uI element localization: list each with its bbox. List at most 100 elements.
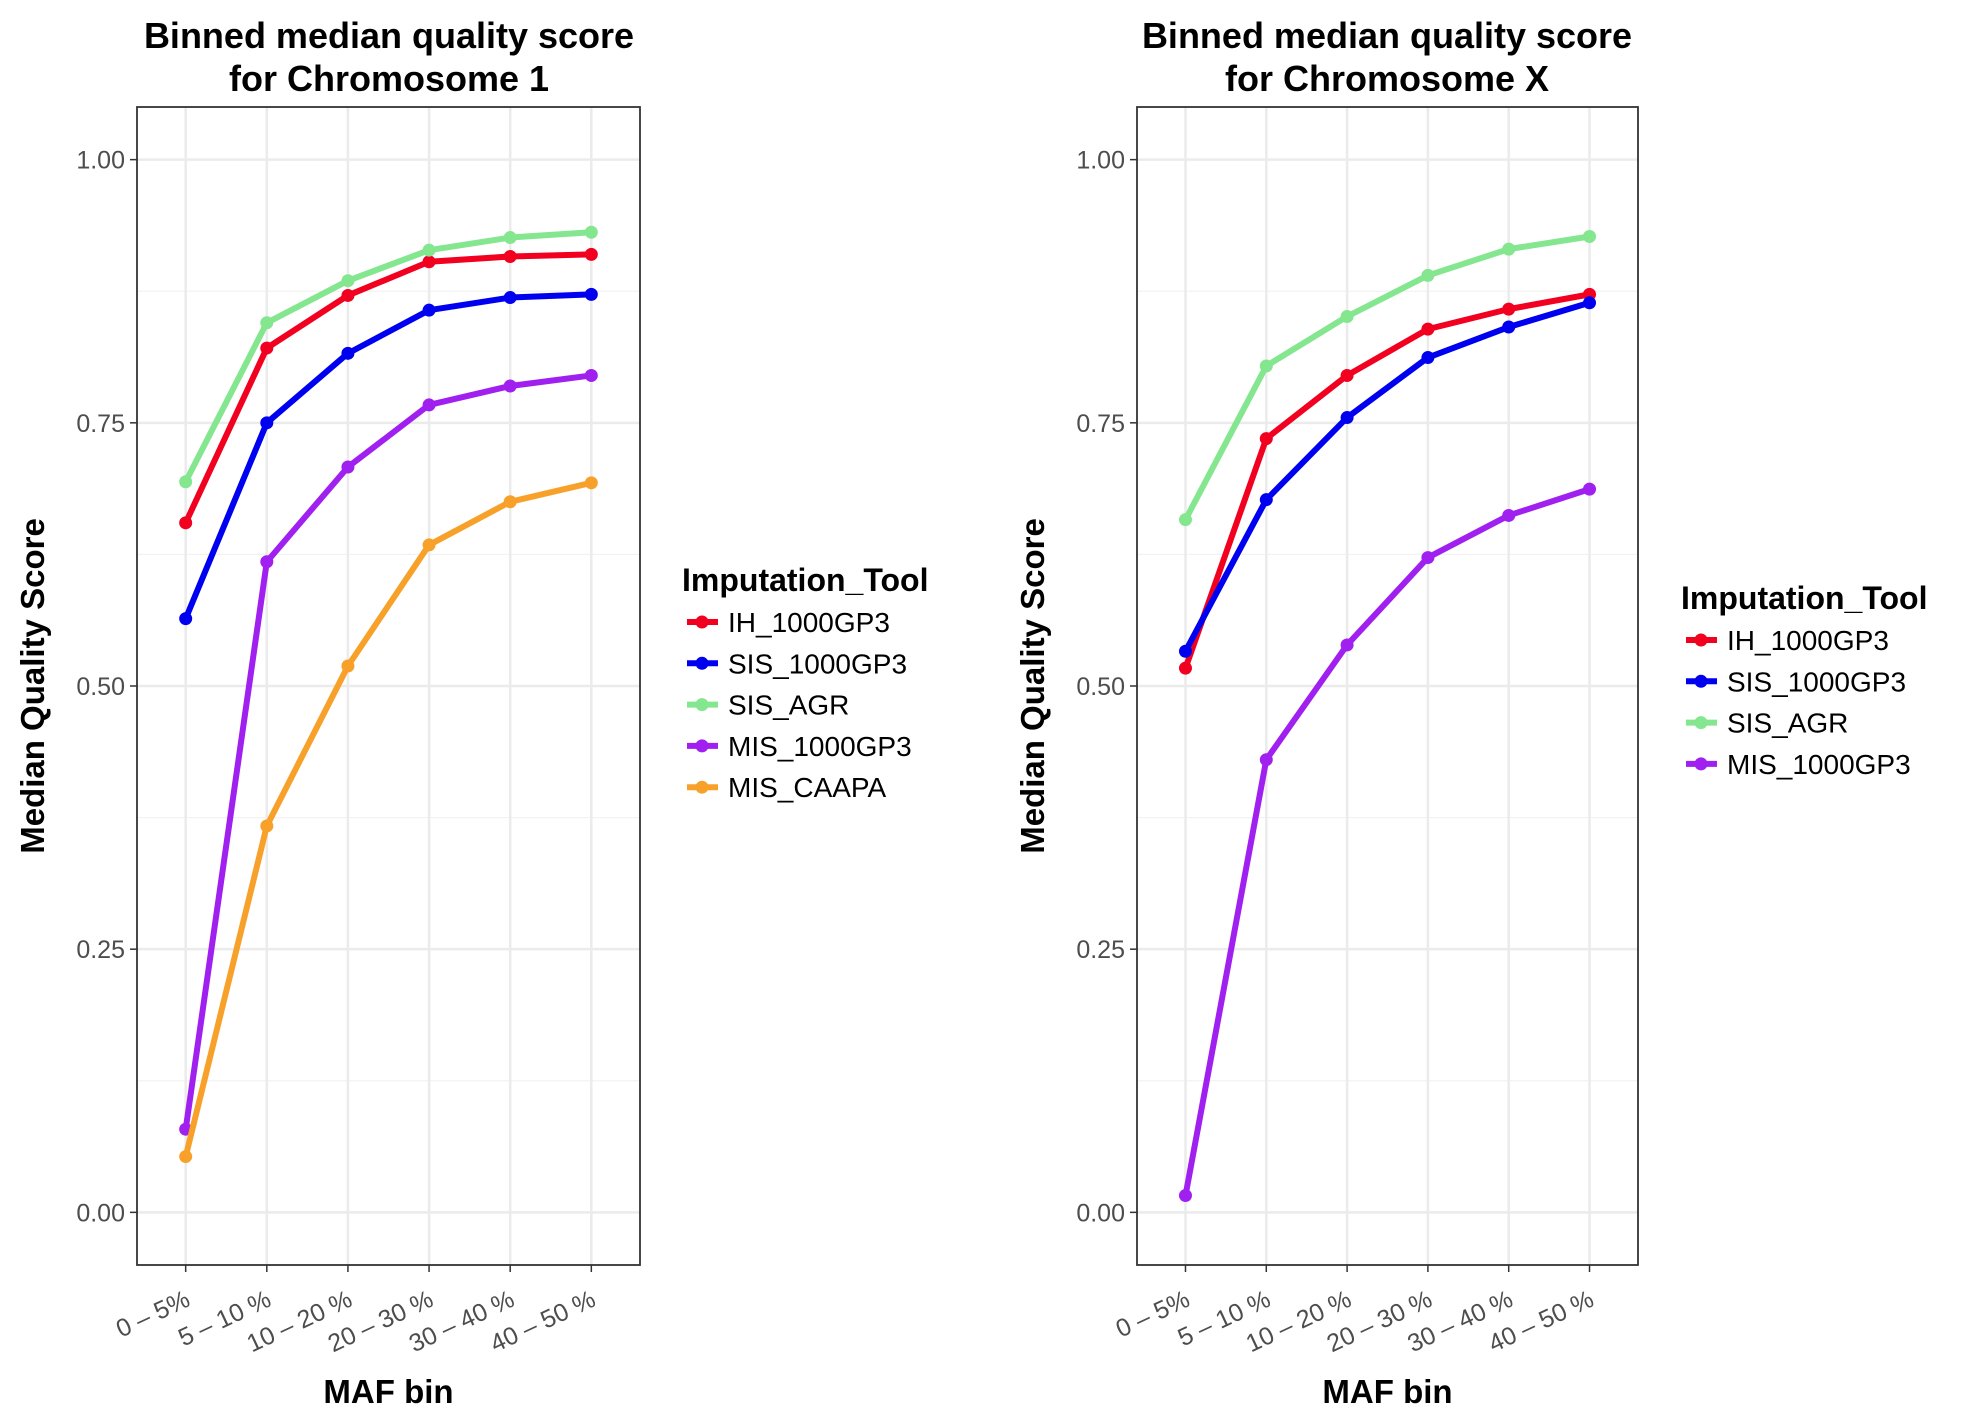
data-point-sis_agr [1421, 268, 1435, 282]
legend-label: SIS_AGR [1727, 708, 1848, 739]
data-point-ih_1000gp3 [1178, 661, 1192, 675]
data-point-mis_caapa [341, 659, 355, 673]
legend-label: MIS_CAAPA [728, 772, 887, 803]
legend: Imputation_Tool IH_1000GP3 SIS_1000GP3 SIS_… [1681, 580, 1927, 780]
legend-item: SIS_1000GP3 [687, 648, 907, 679]
data-point-mis_caapa [179, 1150, 193, 1164]
legend-key-point [695, 615, 709, 629]
data-point-mis_caapa [584, 476, 598, 490]
series-line-mis_1000gp3 [1182, 486, 1591, 1197]
y-tick-label: 1.00 [76, 147, 125, 175]
data-point-mis_1000gp3 [584, 368, 598, 382]
data-point-mis_1000gp3 [341, 460, 355, 474]
data-point-ih_1000gp3 [422, 255, 436, 269]
y-tick-label: 0.25 [1076, 936, 1125, 964]
data-point-sis_agr [1340, 309, 1354, 323]
data-point-ih_1000gp3 [1259, 432, 1273, 446]
data-point-mis_1000gp3 [1340, 638, 1354, 652]
series-line-mis_caapa [182, 479, 593, 1158]
series-line-sis_1000gp3 [182, 291, 592, 620]
data-point-sis_1000gp3 [341, 346, 355, 360]
chart-title: Binned median quality score for Chromosom… [144, 15, 634, 99]
data-point-ih_1000gp3 [1421, 322, 1435, 336]
legend-key-point [1694, 757, 1708, 771]
data-point-sis_1000gp3 [584, 287, 598, 301]
legend-item: MIS_1000GP3 [1686, 749, 1911, 780]
data-point-sis_agr [1502, 242, 1516, 256]
plot-border [136, 106, 641, 1266]
series-line-sis_1000gp3 [1182, 299, 1591, 653]
data-point-ih_1000gp3 [1340, 368, 1354, 382]
legend-key-point [1694, 633, 1708, 647]
legend-key-point [695, 780, 709, 794]
chart-title-line: for Chromosome X [1225, 58, 1549, 99]
data-point-sis_1000gp3 [1340, 411, 1354, 425]
x-axis-title: MAF bin [1322, 1373, 1452, 1410]
series-line-sis_agr [1182, 233, 1590, 522]
data-point-mis_1000gp3 [1502, 508, 1516, 522]
y-axis-title: Median Quality Score [14, 518, 51, 854]
legend-title: Imputation_Tool [1681, 580, 1927, 616]
legend-item: SIS_AGR [1686, 708, 1848, 739]
legend: Imputation_Tool IH_1000GP3 SIS_1000GP3 SIS_… [682, 562, 928, 803]
legend-key-point [1694, 716, 1708, 730]
legend-item: MIS_CAAPA [687, 772, 887, 803]
legend-item: SIS_1000GP3 [1686, 666, 1906, 697]
legend-item: IH_1000GP3 [1686, 625, 1889, 656]
data-point-mis_1000gp3 [1178, 1189, 1192, 1203]
series-line-mis_1000gp3 [182, 372, 592, 1130]
data-point-sis_agr [179, 475, 193, 489]
panel-1: Binned median quality score for Chromosom… [14, 15, 928, 1410]
data-point-sis_1000gp3 [179, 612, 193, 626]
data-point-mis_caapa [260, 819, 274, 833]
data-point-ih_1000gp3 [1502, 302, 1516, 316]
chart-title-line: for Chromosome 1 [229, 58, 549, 99]
x-axis-title: MAF bin [323, 1373, 453, 1410]
y-tick-label: 0.25 [76, 936, 125, 964]
legend-label: MIS_1000GP3 [1727, 749, 1911, 780]
y-tick-label: 0.75 [76, 410, 125, 438]
data-point-ih_1000gp3 [179, 516, 193, 530]
data-point-sis_1000gp3 [1178, 644, 1192, 658]
data-point-mis_1000gp3 [503, 379, 517, 393]
data-point-ih_1000gp3 [260, 341, 274, 355]
legend-label: MIS_1000GP3 [728, 731, 912, 762]
chart-title-line: Binned median quality score [144, 15, 634, 56]
data-point-sis_agr [503, 231, 517, 245]
legend-item: MIS_1000GP3 [687, 731, 912, 762]
data-point-sis_1000gp3 [1583, 296, 1597, 310]
data-point-sis_agr [260, 316, 274, 330]
chart-title-line: Binned median quality score [1142, 15, 1632, 56]
data-point-mis_1000gp3 [1583, 482, 1597, 496]
data-point-mis_caapa [503, 495, 517, 509]
data-point-sis_agr [1259, 359, 1273, 373]
data-point-sis_agr [341, 274, 355, 288]
y-tick-label: 0.00 [1076, 1199, 1125, 1227]
legend-key-point [695, 698, 709, 712]
data-point-mis_1000gp3 [1421, 551, 1435, 565]
legend-title: Imputation_Tool [682, 562, 928, 598]
legend-label: IH_1000GP3 [728, 607, 890, 638]
legend-label: SIS_1000GP3 [728, 648, 907, 679]
y-tick-label: 1.00 [1076, 147, 1125, 175]
data-point-sis_1000gp3 [1259, 493, 1273, 507]
series-line-ih_1000gp3 [1182, 291, 1591, 670]
y-tick-label: 0.75 [1076, 410, 1125, 438]
data-point-sis_1000gp3 [1502, 320, 1516, 334]
legend-item: IH_1000GP3 [687, 607, 890, 638]
data-point-sis_agr [422, 243, 436, 257]
y-axis-title: Median Quality Score [1014, 518, 1051, 854]
data-point-mis_1000gp3 [1259, 753, 1273, 767]
legend-item: SIS_AGR [687, 690, 849, 721]
data-point-sis_1000gp3 [503, 291, 517, 305]
data-point-ih_1000gp3 [503, 249, 517, 263]
plot-border [1136, 106, 1639, 1266]
series-line-sis_agr [183, 229, 592, 484]
panel-2: Binned median quality score for Chromosom… [1014, 15, 1927, 1410]
y-tick-label: 0.00 [76, 1199, 125, 1227]
data-point-sis_1000gp3 [1421, 351, 1435, 365]
data-point-sis_1000gp3 [260, 416, 274, 430]
data-point-mis_caapa [422, 538, 436, 552]
data-point-sis_1000gp3 [422, 303, 436, 317]
